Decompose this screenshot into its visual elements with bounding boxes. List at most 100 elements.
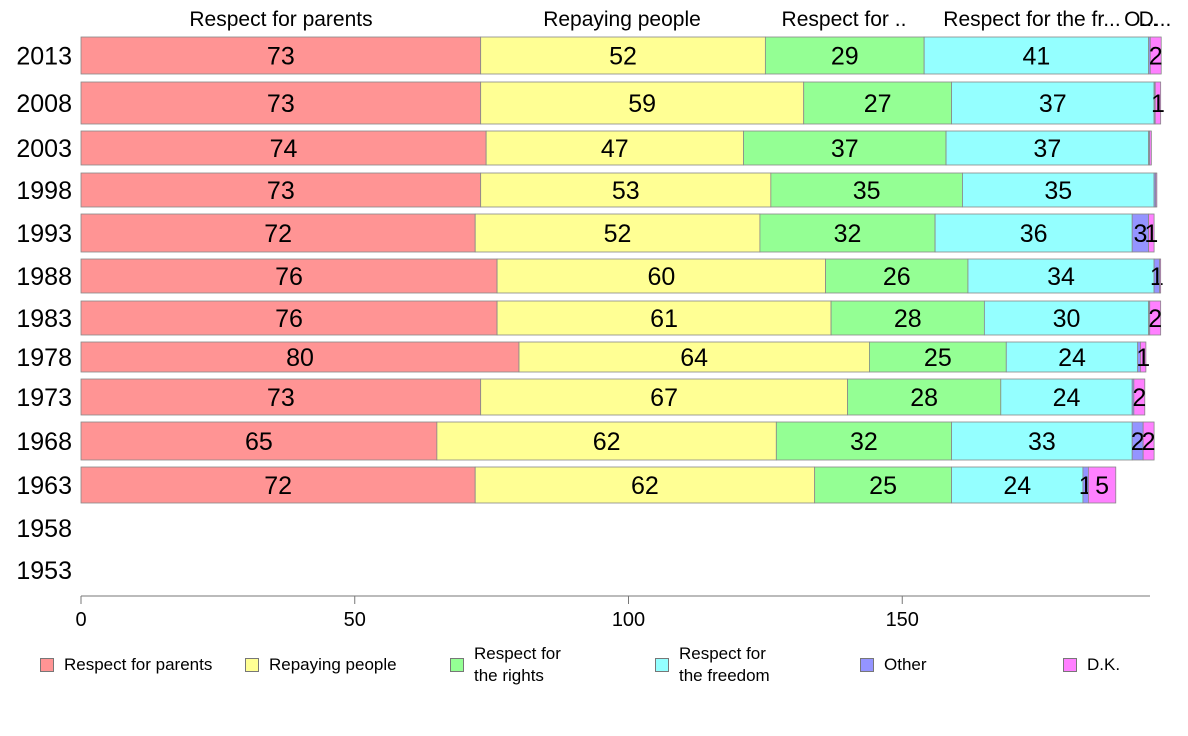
legend-item: Respect for the rights	[450, 640, 561, 690]
legend-label: Respect for the freedom	[679, 644, 770, 685]
bar-segment	[480, 172, 772, 208]
legend-label: Repaying people	[269, 655, 397, 674]
bar-segment	[1149, 300, 1162, 336]
legend-swatch	[1063, 658, 1077, 672]
bar-segment	[814, 466, 952, 504]
bar-segment	[1142, 421, 1155, 461]
x-tick-label: 50	[344, 609, 366, 631]
y-tick-label: 1958	[16, 515, 72, 543]
top-series-label: O...	[1124, 8, 1158, 31]
legend-swatch	[40, 658, 54, 672]
bar-value-label: 32	[834, 220, 862, 248]
bar-segment	[80, 130, 487, 166]
bar-value-label: 25	[924, 344, 952, 372]
bar-segment	[1154, 81, 1162, 125]
top-series-labels: Respect for parents Repaying people Respec…	[189, 8, 1171, 31]
bar-value-label: 2	[1142, 428, 1156, 456]
legend-swatch	[245, 658, 259, 672]
bar-value-label: 5	[1095, 472, 1109, 500]
bar-value-label: 62	[631, 472, 659, 500]
y-tick-label: 1953	[16, 557, 72, 585]
bar-value-label: 24	[1003, 472, 1031, 500]
bar-segment	[1155, 172, 1158, 208]
y-tick-label: 1998	[16, 177, 72, 205]
bar-value-label: 28	[910, 384, 938, 412]
x-tick-label: 0	[75, 609, 86, 631]
bar-segment	[80, 81, 482, 125]
bar-segment	[480, 36, 766, 75]
legend-label: Respect for the rights	[474, 644, 561, 685]
y-tick-label: 1963	[16, 472, 72, 500]
bar-segment	[80, 378, 482, 416]
bar-value-label: 72	[264, 472, 292, 500]
bar-segment	[770, 172, 963, 208]
y-tick-label: 2008	[16, 90, 72, 118]
bar-value-label: 32	[850, 428, 878, 456]
legend-item: Other	[860, 640, 927, 690]
bar-value-label: 2	[1148, 305, 1162, 333]
bar-value-label: 33	[1028, 428, 1056, 456]
bar-value-label: 27	[864, 90, 892, 118]
bar-value-label: 60	[647, 263, 675, 291]
bar-segment	[1148, 213, 1155, 253]
legend-swatch	[655, 658, 669, 672]
bar-segment	[474, 213, 761, 253]
bar-segment	[825, 258, 969, 294]
bar-segment	[759, 213, 936, 253]
bar-segment	[967, 258, 1155, 294]
bar-value-label: 29	[831, 43, 859, 71]
bar-value-label: 34	[1047, 263, 1075, 291]
x-axis: 0 50 100 150	[75, 595, 1150, 631]
bar-segment	[951, 421, 1133, 461]
bar-value-label: 24	[1053, 384, 1081, 412]
bar-segment	[80, 172, 482, 208]
bar-segment	[1133, 378, 1146, 416]
top-series-label: D...	[1139, 8, 1172, 31]
bar-value-label: 52	[604, 220, 632, 248]
y-tick-label: 2013	[16, 43, 72, 71]
bar-segment	[496, 258, 827, 294]
bar-value-label: 3	[1133, 220, 1147, 248]
bar-value-label: 64	[680, 344, 708, 372]
bar-value-label: 76	[275, 263, 303, 291]
y-tick-label: 1973	[16, 384, 72, 412]
bar-segment	[775, 421, 952, 461]
bar-segment	[1149, 130, 1152, 166]
bar-value-label: 62	[593, 428, 621, 456]
bar-value-label: 67	[650, 384, 678, 412]
legend-item: Repaying people	[245, 640, 397, 690]
bar-segment	[803, 81, 952, 125]
y-tick-label: 1988	[16, 263, 72, 291]
bar-segment	[847, 378, 1002, 416]
legend-item: Respect for the freedom	[655, 640, 770, 690]
bar-value-label: 76	[275, 305, 303, 333]
bar-value-label: 52	[609, 43, 637, 71]
bar-segment	[934, 213, 1133, 253]
y-tick-label: 1983	[16, 305, 72, 333]
bar-segment	[962, 172, 1155, 208]
bar-segment	[1000, 378, 1133, 416]
bar-segment	[436, 421, 777, 461]
bar-value-label: 26	[883, 263, 911, 291]
bar-value-label: 74	[270, 135, 298, 163]
bar-value-label: 72	[264, 220, 292, 248]
top-series-label: Respect for parents	[189, 8, 372, 31]
bar-value-label: 73	[267, 43, 295, 71]
bar-value-label: 73	[267, 384, 295, 412]
bar-segment	[480, 81, 805, 125]
y-tick-label: 1968	[16, 428, 72, 456]
bar-value-label: 1	[1151, 90, 1165, 118]
bar-segment	[485, 130, 744, 166]
bar-value-label: 1	[1150, 263, 1164, 291]
bar-value-label: 37	[831, 135, 859, 163]
bar-value-label: 73	[267, 90, 295, 118]
bar-value-label: 80	[286, 344, 314, 372]
bar-value-label: 36	[1020, 220, 1048, 248]
legend-swatch	[450, 658, 464, 672]
bar-value-label: 47	[601, 135, 629, 163]
bar-value-label: 61	[650, 305, 678, 333]
bar-segment	[80, 421, 438, 461]
bar-segment	[743, 130, 947, 166]
top-series-label: Respect for ..	[782, 8, 907, 31]
